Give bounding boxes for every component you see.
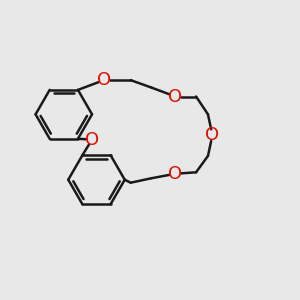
Text: O: O <box>206 126 220 144</box>
Text: O: O <box>168 88 182 106</box>
Text: O: O <box>168 165 182 183</box>
Text: O: O <box>85 130 99 148</box>
Text: O: O <box>97 71 111 89</box>
